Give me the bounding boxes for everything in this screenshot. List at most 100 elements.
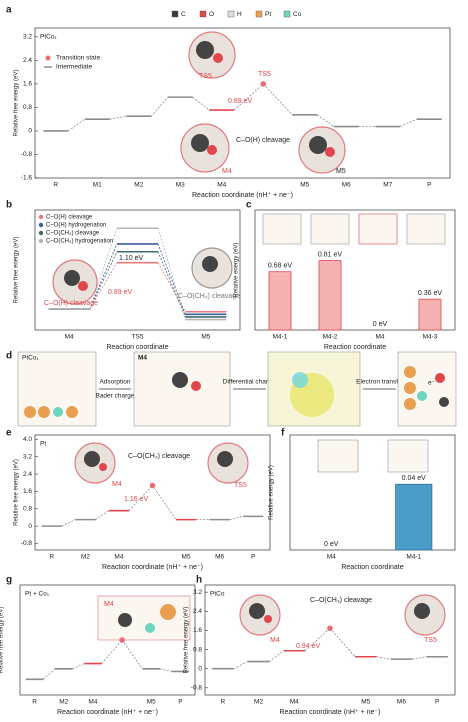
atom xyxy=(213,53,223,63)
connector xyxy=(109,115,127,120)
x-tick-label: M2 xyxy=(81,554,90,561)
plot-frame xyxy=(289,434,456,551)
x-axis-label: Reaction coordinate (nH⁺ + ne⁻) xyxy=(192,192,293,199)
x-tick-label: M3 xyxy=(176,182,185,189)
x-tick-label: M4-1 xyxy=(406,554,421,561)
y-axis-label: Relative energy (eV) xyxy=(234,243,240,298)
connector xyxy=(101,639,123,664)
legend-label: C–O(H) cleavage xyxy=(46,215,93,221)
chart-title: PtCo₁ xyxy=(40,34,57,41)
atom-legend-label: Co xyxy=(293,11,302,18)
connector xyxy=(229,515,244,521)
connector xyxy=(262,83,293,116)
legend-label: C–O(CH₃) cleavage xyxy=(46,231,100,237)
y-tick-label: 0.8 xyxy=(193,646,202,653)
connector xyxy=(400,118,417,127)
annotation: TS5 xyxy=(424,637,437,644)
x-tick-label: P xyxy=(435,699,439,706)
x-tick-label: M5 xyxy=(361,699,370,706)
panel-label: h xyxy=(196,575,202,586)
connector xyxy=(61,519,76,527)
bar xyxy=(268,271,292,331)
x-tick-label: M5 xyxy=(182,554,191,561)
y-axis-label: Relative free energy (eV) xyxy=(14,237,20,304)
x-axis-label: Reaction coordinate (nH⁺ + ne⁻) xyxy=(280,709,381,716)
step-label: Electron transfer xyxy=(356,379,405,386)
x-tick-label: M4 xyxy=(217,182,226,189)
x-tick-label: M4-3 xyxy=(423,334,438,341)
step-label: Adsorption xyxy=(99,379,130,386)
annotation: C–O(CH₃) cleavage xyxy=(310,597,372,604)
panel-label: e xyxy=(6,428,12,439)
y-tick-label: 2.4 xyxy=(23,471,32,478)
atom-legend-label: Pt xyxy=(265,11,271,18)
atom-legend-swatch xyxy=(283,10,291,18)
atom xyxy=(64,270,80,286)
connector xyxy=(67,118,86,132)
x-tick-label: M4 xyxy=(65,334,74,341)
atom xyxy=(191,134,209,152)
connector xyxy=(157,251,186,318)
atom xyxy=(84,451,100,467)
x-tick-label: M1 xyxy=(93,182,102,189)
x-axis-label: Reaction coordinate xyxy=(106,344,168,351)
structure-inset xyxy=(387,439,429,473)
atom xyxy=(145,623,155,633)
legend-marker xyxy=(45,55,51,61)
x-tick-label: M4 xyxy=(327,554,336,561)
x-tick-label: P xyxy=(251,554,255,561)
legend-label: Intermediate xyxy=(56,64,93,71)
y-tick-label: 3.2 xyxy=(23,34,32,41)
connector xyxy=(157,243,186,315)
legend-marker xyxy=(38,222,44,228)
legend-marker xyxy=(38,214,44,220)
connector xyxy=(89,243,118,310)
value-label: 0.68 eV xyxy=(268,263,292,270)
atom xyxy=(404,382,416,394)
annotation: 0.89 eV xyxy=(108,289,132,296)
atom xyxy=(249,603,265,619)
y-tick-label: -1.6 xyxy=(21,175,33,182)
annotation: TS5 xyxy=(258,71,271,78)
y-axis-label: Relative free energy (eV) xyxy=(14,459,20,526)
chart-title: Pt xyxy=(40,441,46,448)
y-tick-label: 0.8 xyxy=(23,505,32,512)
value-label: 0 eV xyxy=(373,321,388,328)
legend-label: Transition state xyxy=(56,55,101,62)
structure-inset xyxy=(310,213,350,245)
y-axis-label: Relative free energy (eV) xyxy=(14,70,20,137)
structure-inset xyxy=(406,213,446,245)
panel-label: g xyxy=(6,575,12,586)
annotation: M4 xyxy=(112,481,122,488)
panel-label: d xyxy=(6,351,12,362)
atom xyxy=(325,147,335,157)
structure-inset xyxy=(358,213,398,245)
transition-state xyxy=(119,637,125,643)
atom xyxy=(53,407,63,417)
step-label: Bader charge xyxy=(95,393,134,400)
connector xyxy=(157,228,186,320)
connector xyxy=(316,114,335,127)
panel-title: PtCo₁ xyxy=(22,355,39,362)
atom-legend-label: C xyxy=(181,11,186,18)
x-tick-label: R xyxy=(221,699,226,706)
connector xyxy=(233,83,264,111)
y-tick-label: -0.8 xyxy=(21,151,33,158)
atom-legend-swatch xyxy=(255,10,263,18)
y-axis-label: Relative free energy (eV) xyxy=(0,607,5,674)
y-tick-label: 0.8 xyxy=(23,104,32,111)
panel-label: f xyxy=(281,428,285,439)
x-axis-label: Reaction coordinate xyxy=(341,564,403,571)
charge-density xyxy=(292,372,308,388)
x-tick-label: M7 xyxy=(383,182,392,189)
connector xyxy=(72,663,85,670)
value-label: 0 eV xyxy=(324,541,339,548)
x-tick-label: M5 xyxy=(201,334,210,341)
y-tick-label: 2.4 xyxy=(23,57,32,64)
x-tick-label: M6 xyxy=(397,699,406,706)
atom xyxy=(78,281,88,291)
connector xyxy=(121,639,143,670)
atom xyxy=(191,381,201,391)
structure-inset xyxy=(262,213,302,245)
x-axis-label: Reaction coordinate (nH⁺ + ne⁻) xyxy=(102,564,203,571)
